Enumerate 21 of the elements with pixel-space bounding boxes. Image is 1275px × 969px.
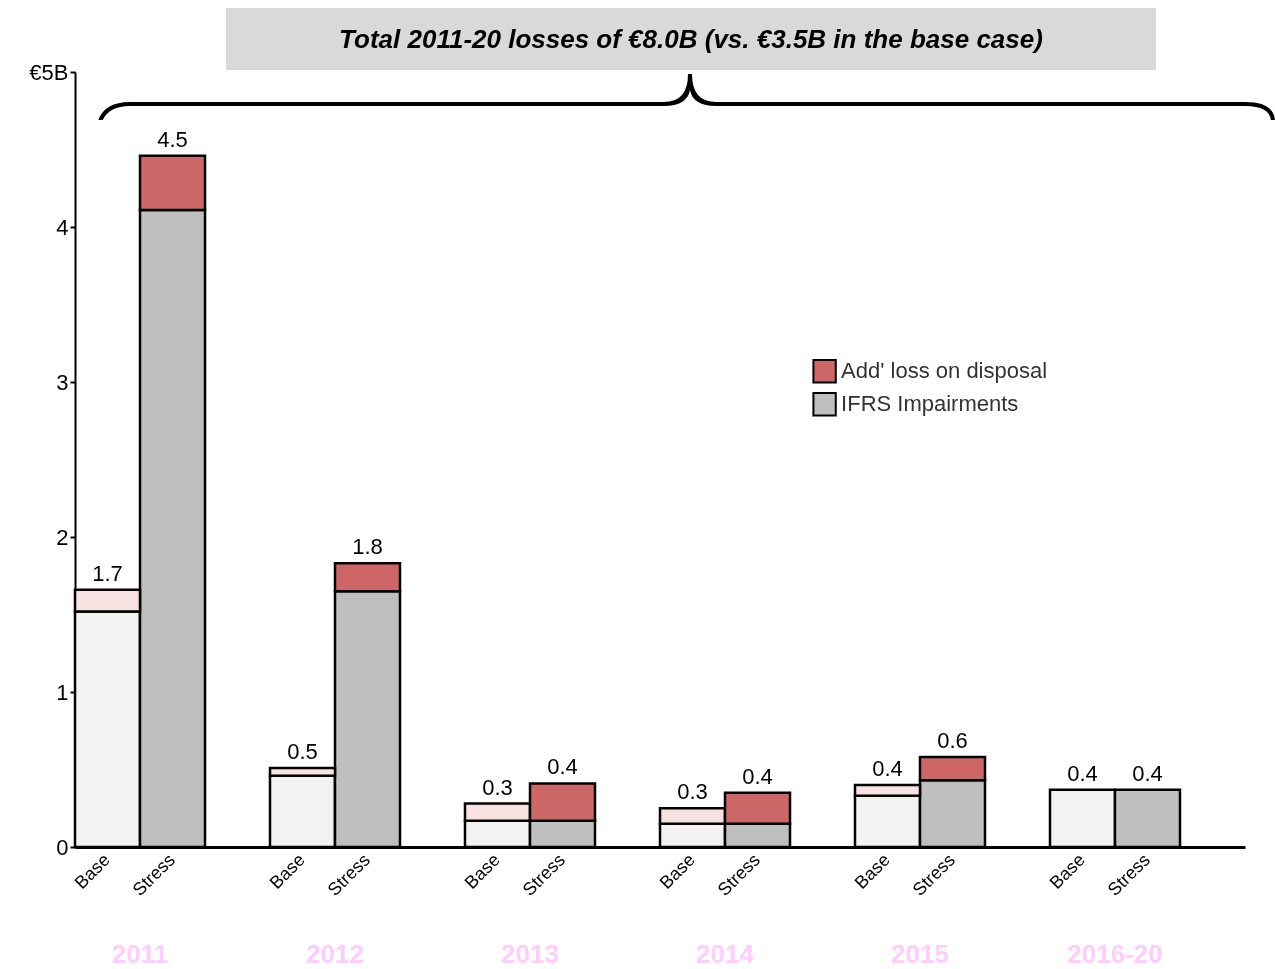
legend-label: IFRS Impairments [841,391,1019,417]
text: Total 2011-20 losses of €8.0B (vs. €3.5B in the base case) [226,8,1156,70]
total-label: 4.5 [157,126,188,152]
legend-label: Add' loss on disposal [841,358,1048,384]
y-tick-label: 3 [56,369,69,395]
total-label: 0.4 [1067,760,1098,786]
total-label: 0.3 [482,774,513,800]
total-label: 0.4 [742,763,773,789]
total-label: 0.4 [1132,760,1163,786]
total-label: 1.7 [92,560,123,586]
total-label: 0.4 [547,754,578,780]
y-tick-label: 1 [56,679,69,705]
y-tick-label: 0 [56,834,69,860]
total-label: 0.4 [872,756,903,781]
total-label: 0.3 [677,779,708,805]
total-label: 0.5 [287,738,318,764]
total-label: 0.6 [937,728,968,754]
total-label: 1.8 [352,534,383,560]
y-tick-label: 4 [56,214,69,240]
y-tick-label: 2 [56,524,69,550]
y-tick-label: €5B [29,59,69,85]
